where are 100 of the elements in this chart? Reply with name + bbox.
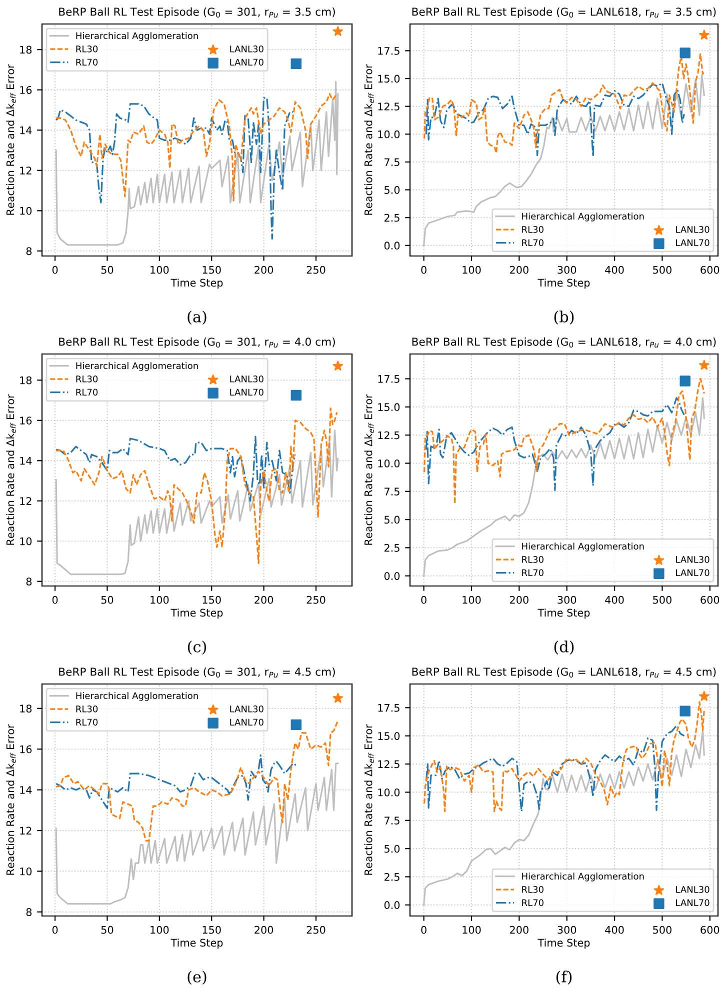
y-tick-label: 17.5 — [378, 47, 400, 55]
line-series — [55, 762, 339, 905]
legend-label: Hierarchical Agglomeration — [76, 362, 198, 371]
legend-label: Hierarchical Agglomeration — [76, 32, 198, 41]
line-series — [424, 378, 705, 505]
y-tick-label: 14 — [20, 457, 32, 465]
legend-label: LANL70 — [676, 899, 710, 906]
legend-label: LANL70 — [230, 388, 264, 396]
x-tick-label: 0 — [421, 266, 426, 274]
text: (e) — [188, 970, 206, 985]
x-tick-label: 0 — [421, 596, 426, 604]
line-series — [55, 97, 294, 240]
x-tick-label: 500 — [653, 596, 672, 604]
y-axis-title: Reaction Rate and Δk$_{eff}$ Error — [364, 724, 374, 875]
x-tick-label: 250 — [306, 926, 326, 934]
y-tick-label: 2.5 — [384, 544, 400, 552]
y-tick-label: 5.0 — [384, 516, 400, 524]
legend-label: LANL30 — [230, 46, 264, 52]
x-tick-label: 400 — [605, 596, 624, 604]
legend-label: RL70 — [76, 718, 98, 726]
x-tick-label: 300 — [558, 926, 576, 934]
y-tick-label: 12 — [20, 166, 32, 174]
legend-label: RL70 — [522, 899, 544, 906]
y-tick-label: 15.0 — [378, 403, 400, 412]
y-tick-label: 2.5 — [384, 872, 400, 881]
line-series — [424, 701, 705, 812]
x-tick-label: 250 — [306, 596, 326, 604]
legend-label: RL70 — [522, 569, 544, 576]
x-axis-title: Time Step — [538, 938, 590, 949]
y-tick-label: 12 — [20, 497, 32, 505]
x-tick-label: 150 — [202, 266, 221, 274]
y-tick-label: 18 — [20, 704, 32, 713]
legend-label: RL30 — [76, 376, 98, 382]
legend-label: Hierarchical Agglomeration — [522, 542, 644, 552]
x-tick-label: 100 — [462, 596, 481, 604]
x-tick-label: 50 — [101, 266, 114, 274]
text: (b) — [554, 310, 574, 325]
y-tick-label: 10.0 — [378, 130, 400, 138]
x-tick-label: 0 — [421, 926, 426, 934]
text: (a) — [188, 310, 206, 325]
y-axis-title: Reaction Rate and Δk$_{eff}$ Error — [364, 394, 374, 545]
y-tick-label: 12.5 — [378, 431, 400, 440]
y-axis-title: Reaction Rate and Δk$_{eff}$ Error — [6, 64, 16, 215]
legend-label: RL30 — [76, 706, 98, 712]
y-tick-label: 10 — [20, 867, 32, 876]
x-tick-label: 100 — [462, 926, 481, 934]
chart-title: BeRP Ball RL Test Episode (G$_{0}$ = 301, r$_{Pu}$ = 3.5 cm) — [59, 7, 335, 18]
legend-label: LANL70 — [676, 239, 710, 246]
x-axis-title: Time Step — [170, 938, 223, 949]
chart-title: BeRP Ball RL Test Episode (G$_{0}$ = LANL618, r$_{Pu}$ = 3.5 cm) — [412, 7, 716, 18]
legend-label: Hierarchical Agglomeration — [522, 212, 644, 222]
chart-title: BeRP Ball RL Test Episode (G$_{0}$ = LANL618, r$_{Pu}$ = 4.5 cm) — [412, 667, 716, 678]
x-tick-label: 600 — [700, 926, 720, 934]
x-axis-title: Time Step — [538, 608, 590, 619]
x-tick-label: 200 — [254, 266, 274, 274]
x-tick-label: 150 — [202, 596, 221, 604]
y-tick-label: 10 — [20, 206, 32, 215]
x-tick-label: 300 — [558, 596, 576, 604]
chart-title: BeRP Ball RL Test Episode (G$_{0}$ = 301, r$_{Pu}$ = 4.0 cm) — [59, 337, 335, 348]
x-tick-label: 200 — [510, 266, 528, 274]
legend-label: Hierarchical Agglomeration — [76, 692, 198, 701]
line-series — [425, 397, 685, 492]
legend-label: RL30 — [76, 46, 98, 52]
line-series — [55, 430, 339, 576]
x-tick-label: 200 — [510, 596, 528, 604]
y-tick-label: 10.0 — [378, 788, 400, 796]
y-tick-label: 12 — [20, 826, 32, 834]
x-tick-label: 0 — [52, 926, 58, 934]
y-tick-label: 16 — [20, 416, 32, 425]
text: (c) — [188, 640, 206, 655]
y-tick-label: 0.0 — [384, 242, 400, 250]
x-tick-label: 100 — [150, 266, 169, 274]
x-tick-label: 150 — [202, 926, 221, 934]
legend-label: LANL70 — [676, 569, 710, 576]
y-tick-label: 15.0 — [378, 74, 400, 83]
y-axis-title: Reaction Rate and Δk$_{eff}$ Error — [6, 724, 16, 875]
x-tick-label: 400 — [605, 926, 624, 934]
y-axis-title: Reaction Rate and Δk$_{eff}$ Error — [364, 64, 374, 215]
legend-label: RL70 — [76, 388, 98, 396]
y-tick-label: 16 — [20, 86, 32, 94]
line-series — [55, 436, 296, 502]
x-tick-label: 100 — [150, 926, 169, 934]
x-tick-label: 200 — [510, 926, 528, 934]
x-tick-label: 250 — [306, 266, 326, 274]
line-series — [425, 724, 685, 812]
y-tick-label: 18 — [20, 376, 32, 384]
y-tick-label: 17.5 — [378, 375, 400, 383]
chart-title: BeRP Ball RL Test Episode (G$_{0}$ = LANL618, r$_{Pu}$ = 4.0 cm) — [412, 337, 716, 348]
x-axis-title: Time Step — [170, 278, 223, 289]
y-tick-label: 17.5 — [378, 704, 400, 712]
legend-label: LANL70 — [230, 58, 264, 66]
x-tick-label: 600 — [700, 596, 720, 604]
legend-label: RL30 — [522, 226, 544, 233]
y-tick-label: 12.5 — [378, 760, 400, 768]
legend-label: LANL70 — [230, 718, 264, 726]
line-series — [55, 93, 338, 202]
x-tick-label: 600 — [700, 266, 720, 274]
text: (d) — [554, 640, 574, 655]
legend-label: RL30 — [522, 886, 544, 893]
legend-label: RL70 — [76, 58, 98, 66]
